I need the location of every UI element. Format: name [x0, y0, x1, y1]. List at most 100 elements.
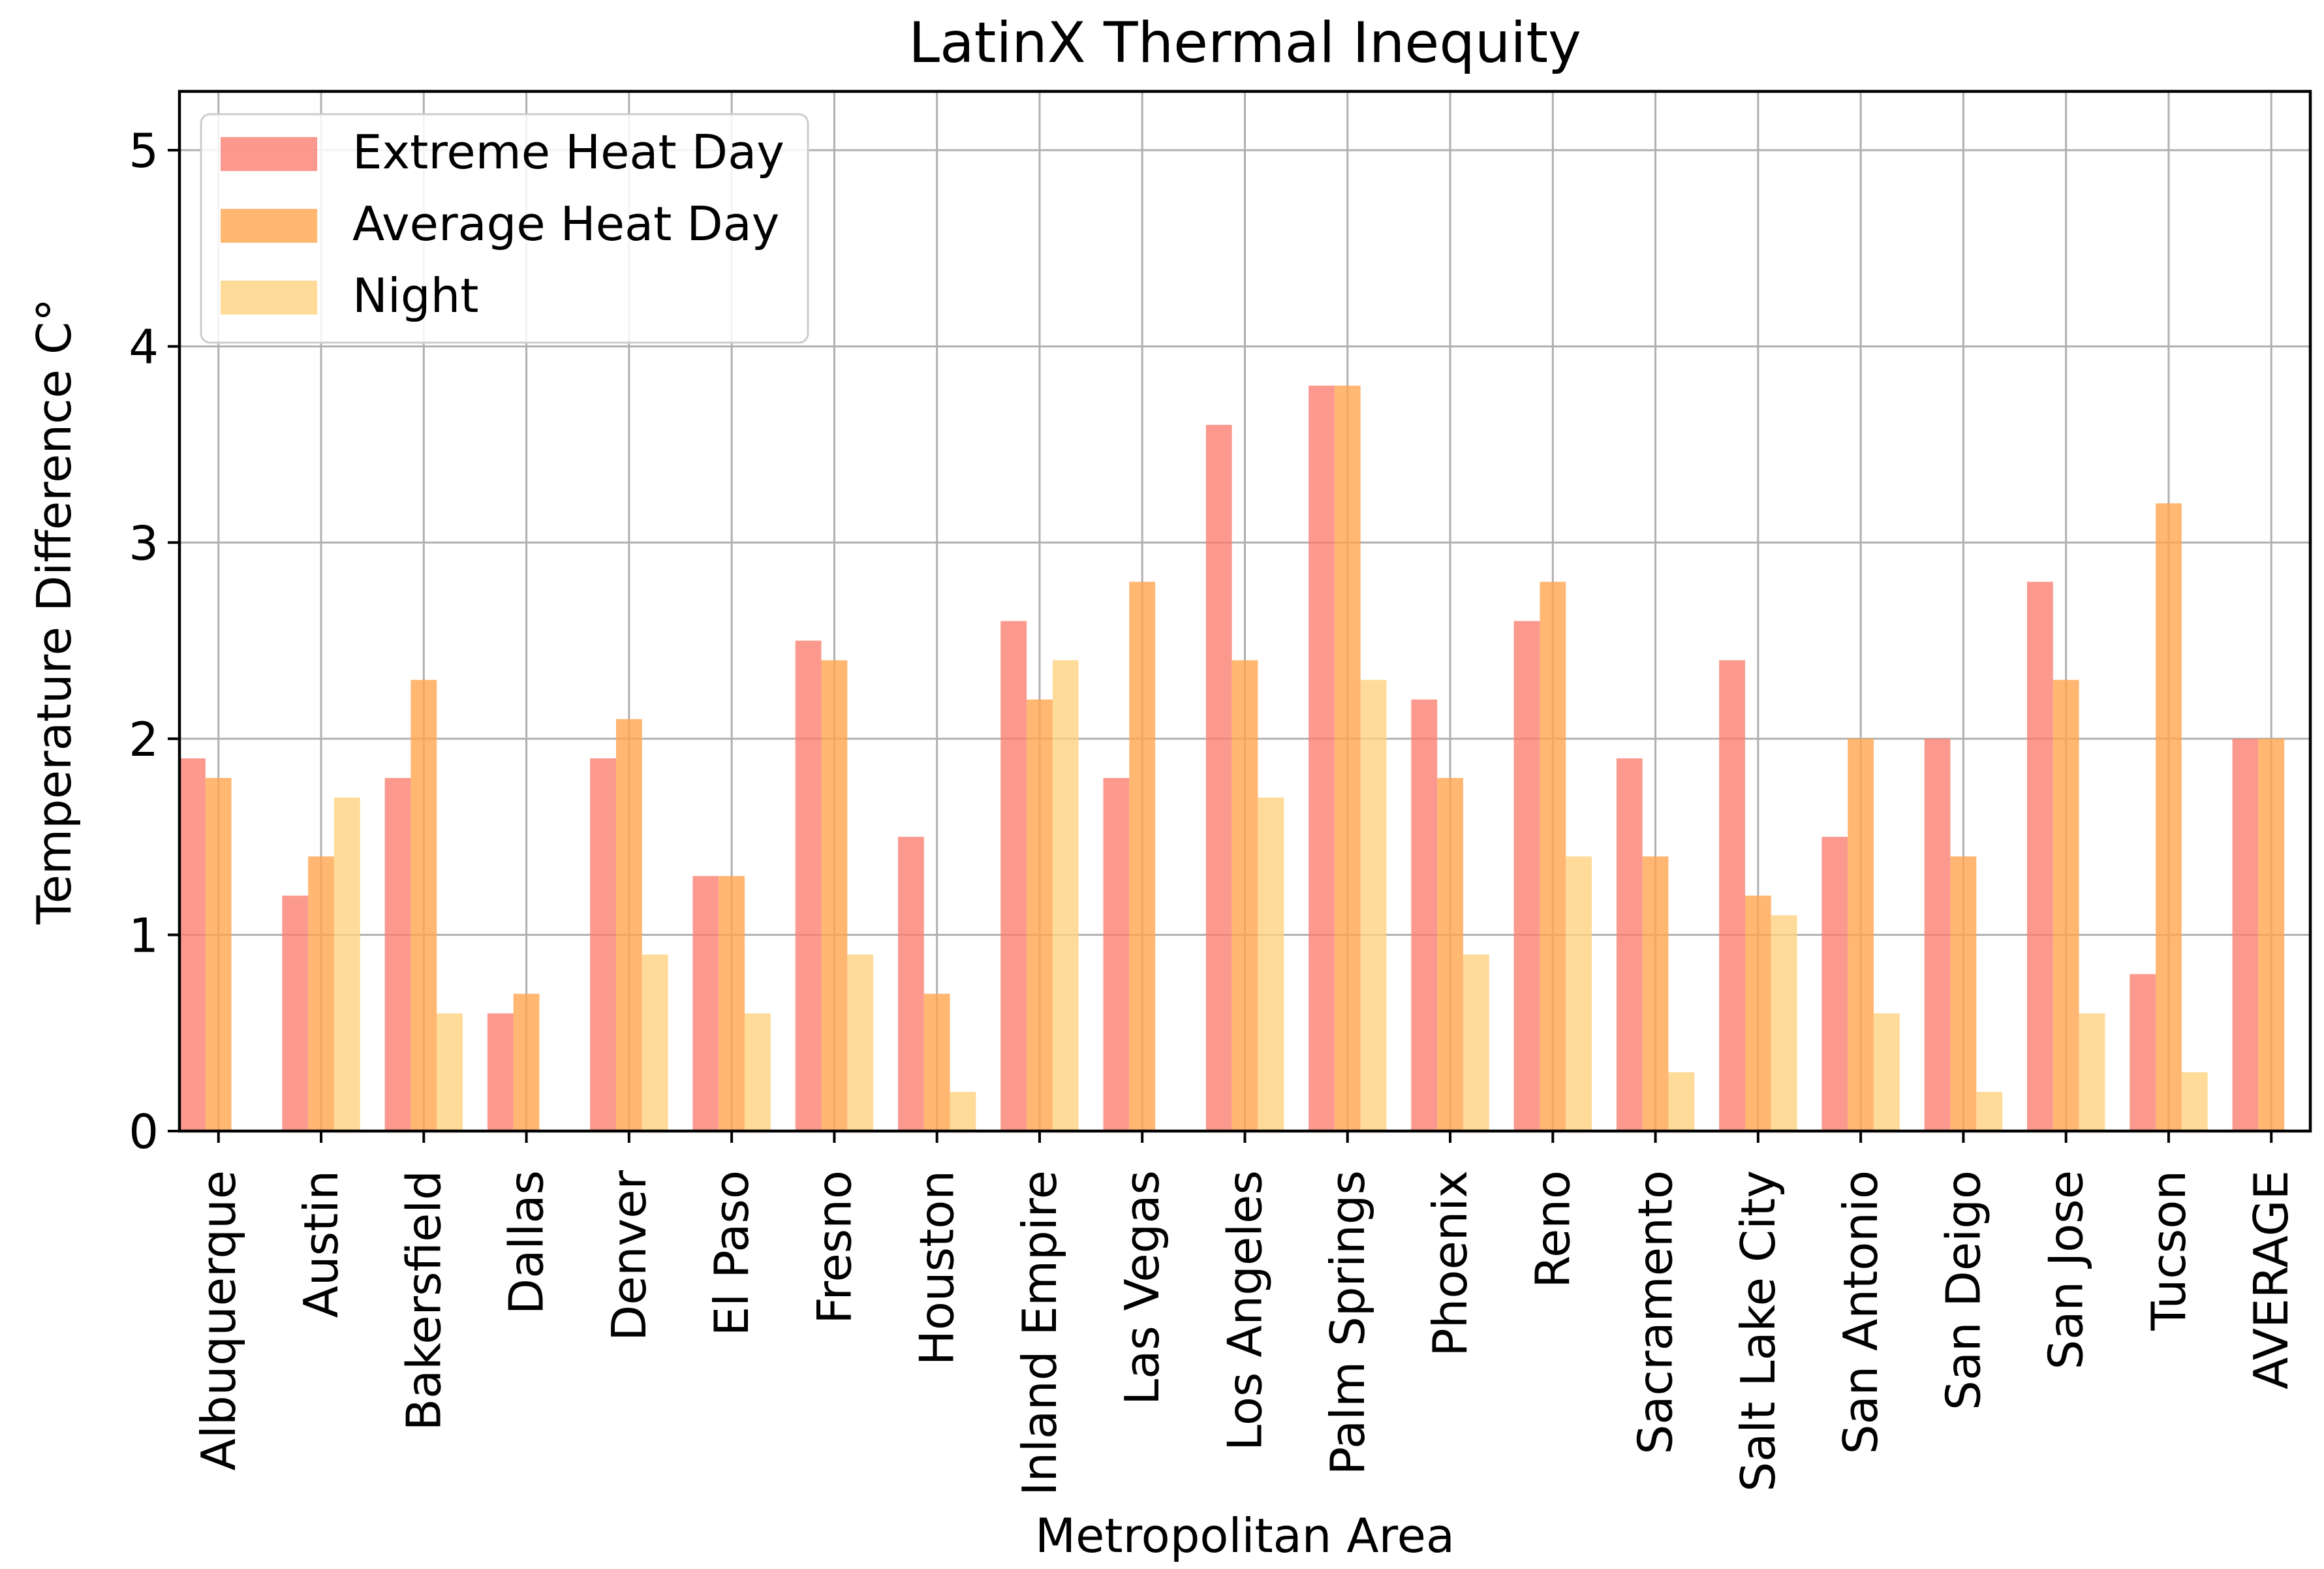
bar	[205, 777, 232, 1131]
x-tick-label: Salt Lake City	[1731, 1170, 1786, 1492]
bar	[2130, 974, 2156, 1131]
x-tick-label: Inland Empire	[1012, 1170, 1067, 1496]
bar	[513, 993, 540, 1131]
bar	[308, 856, 334, 1131]
x-tick-label: Phoenix	[1423, 1170, 1478, 1357]
bar	[2232, 738, 2259, 1131]
x-tick-label: Las Vegas	[1115, 1170, 1170, 1405]
bar	[1258, 798, 1284, 1131]
x-axis-label: Metropolitan Area	[1035, 1508, 1455, 1563]
bar	[795, 640, 822, 1131]
bar	[1950, 856, 1977, 1131]
bar	[1334, 385, 1361, 1131]
y-tick-label: 0	[129, 1104, 159, 1159]
legend-label: Night	[352, 268, 478, 323]
bar	[487, 1013, 514, 1131]
bar	[179, 758, 206, 1131]
bar	[847, 954, 874, 1131]
bar	[1540, 582, 1566, 1131]
bar	[1771, 915, 1797, 1131]
bar	[1874, 1013, 1900, 1131]
y-tick-label: 3	[129, 516, 159, 570]
bar	[923, 993, 950, 1131]
bar	[719, 876, 745, 1131]
x-tick-label: Fresno	[807, 1170, 861, 1324]
bar	[1924, 738, 1951, 1131]
y-axis-label: Temperature Difference C°	[27, 298, 82, 925]
x-tick-label: El Paso	[704, 1170, 759, 1336]
bar	[745, 1013, 771, 1131]
bar	[1566, 856, 1592, 1131]
x-tick-label: Reno	[1525, 1170, 1580, 1288]
legend-box	[200, 113, 809, 344]
legend-label: Average Heat Day	[352, 196, 779, 251]
bar	[615, 719, 642, 1131]
x-tick-label: San Antonio	[1833, 1170, 1888, 1454]
bar	[950, 1091, 976, 1131]
x-tick-label: San Deigo	[1936, 1170, 1991, 1410]
bar	[2027, 582, 2053, 1131]
bar	[1052, 660, 1079, 1131]
bar	[411, 679, 437, 1131]
x-tick-label: Sacramento	[1628, 1170, 1683, 1454]
x-tick-label: Albuquerque	[191, 1170, 246, 1470]
bar	[437, 1013, 463, 1131]
bar	[2181, 1072, 2208, 1131]
bar	[1719, 660, 1745, 1131]
x-tick-label: Denver	[602, 1170, 657, 1341]
x-tick-label: Austin	[294, 1170, 349, 1318]
x-tick-label: Houston	[910, 1170, 965, 1365]
chart-title: LatinX Thermal Inequity	[908, 10, 1581, 76]
bar	[1668, 1072, 1695, 1131]
bar	[1848, 738, 1874, 1131]
bar	[1027, 699, 1053, 1131]
x-tick-label: AVERAGE	[2244, 1170, 2299, 1390]
x-tick-label: Los Angeles	[1218, 1170, 1273, 1451]
bar	[692, 876, 719, 1131]
bar	[2053, 679, 2079, 1131]
x-tick-label: Dallas	[499, 1170, 554, 1314]
bar	[821, 660, 848, 1131]
bars	[179, 385, 2285, 1131]
legend: Extreme Heat Day Average Heat Day Night	[200, 113, 809, 344]
bar	[384, 777, 411, 1131]
bar	[1205, 424, 1232, 1131]
y-tick-label: 4	[129, 320, 159, 375]
y-tick-label: 1	[129, 908, 159, 963]
bar	[1309, 385, 1335, 1131]
legend-label: Extreme Heat Day	[352, 125, 784, 179]
bar	[1744, 895, 1771, 1131]
x-tick-label: Bakersfield	[396, 1170, 451, 1431]
bar	[1103, 777, 1130, 1131]
bar	[642, 954, 668, 1131]
legend-swatch	[221, 281, 317, 315]
bar	[1821, 837, 1848, 1131]
y-tick-label: 5	[129, 123, 159, 178]
bar	[2258, 738, 2285, 1131]
bar	[2156, 503, 2182, 1131]
bar	[2079, 1013, 2105, 1131]
bar	[897, 837, 924, 1131]
bar	[1616, 758, 1643, 1131]
x-axis: Albuquerque Austin Bakersfield Dallas Denver…	[191, 1131, 2299, 1496]
bar	[1642, 856, 1669, 1131]
x-tick-label: Tucson	[2141, 1170, 2196, 1331]
x-tick-label: Palm Springs	[1320, 1170, 1375, 1475]
bar	[1000, 621, 1027, 1131]
bar	[1976, 1091, 2003, 1131]
y-axis: 0 1 2 3 4 5	[129, 123, 179, 1159]
bar	[1437, 777, 1463, 1131]
bar	[1360, 679, 1387, 1131]
bar	[590, 758, 616, 1131]
bar	[333, 798, 360, 1131]
bar	[1463, 954, 1489, 1131]
bar	[1232, 660, 1258, 1131]
bar	[1513, 621, 1540, 1131]
bar	[1129, 582, 1156, 1131]
bar	[1411, 699, 1438, 1131]
x-tick-label: San Jose	[2039, 1170, 2094, 1369]
bar	[282, 895, 309, 1131]
y-tick-label: 2	[129, 712, 159, 767]
legend-swatch	[221, 209, 317, 243]
